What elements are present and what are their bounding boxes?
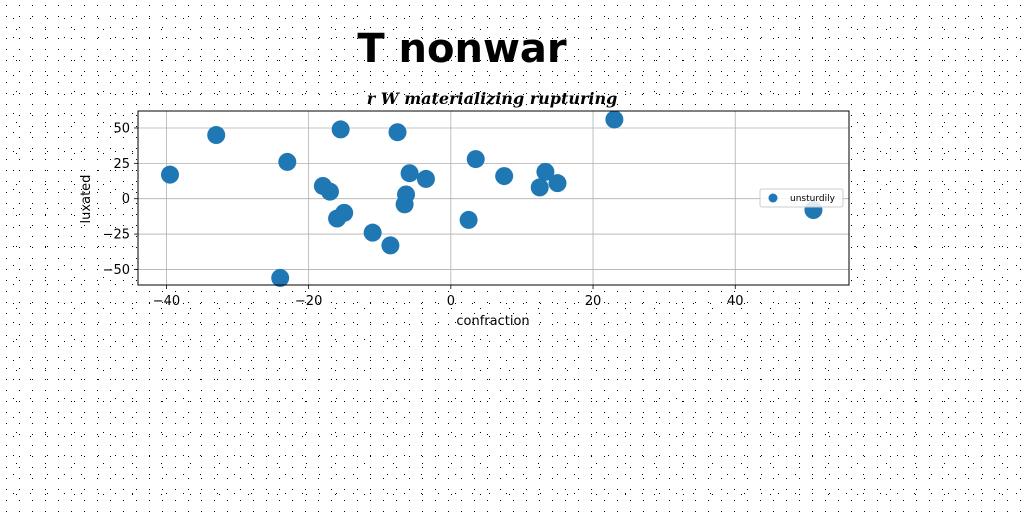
scatter-point [161,166,179,184]
scatter-point [278,153,296,171]
chart-subtitle: r W materializing rupturing [367,89,618,108]
y-tick-label: 50 [113,121,130,136]
x-tick-label: −40 [153,294,180,309]
legend-label: unsturdily [790,194,836,204]
scatter-point [389,123,407,141]
scatter-point [605,110,623,128]
scatter-point [321,183,339,201]
scatter-point [460,211,478,229]
chart-title: T nonwar [357,26,567,72]
scatter-point [364,224,382,242]
plot-area [138,111,849,285]
y-tick-label: −25 [103,228,130,243]
scatter-point [467,150,485,168]
y-axis-label: luxated [79,175,94,224]
scatter-point [381,236,399,254]
x-tick-label: 40 [727,294,744,309]
x-tick-label: 20 [585,294,602,309]
legend: unsturdily [760,189,843,207]
scatter-point [548,174,566,192]
x-axis-label: confraction [456,314,529,329]
scatter-point [417,170,435,188]
legend-marker [769,194,778,203]
y-tick-label: 25 [113,157,130,172]
y-tick-label: −50 [103,263,130,278]
x-tick-label: 0 [447,294,455,309]
scatter-point [271,269,289,287]
y-tick-label: 0 [122,192,130,207]
scatter-point [335,204,353,222]
scatter-point [207,126,225,144]
scatter-point [495,167,513,185]
scatter-point [332,120,350,138]
scatter-point [531,178,549,196]
x-tick-label: −20 [295,294,322,309]
scatter-point [397,185,415,203]
scatter-point [401,164,419,182]
